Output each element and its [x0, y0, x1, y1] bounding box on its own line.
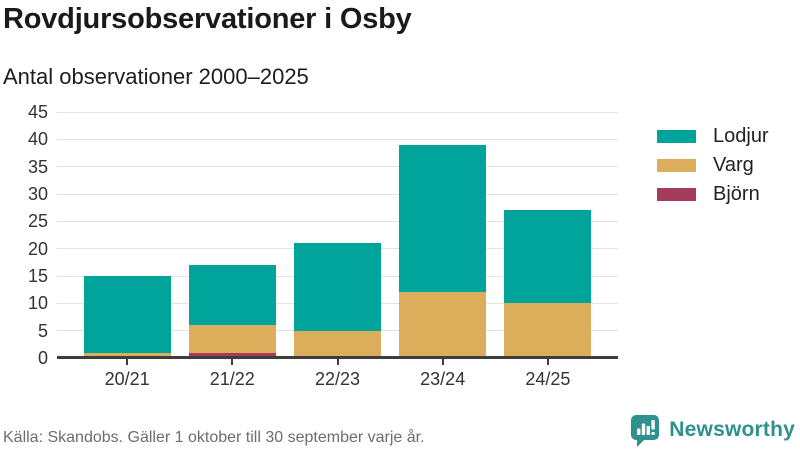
x-axis-line — [57, 356, 618, 359]
legend-swatch-lodjur — [657, 129, 696, 143]
bar-20/21 — [83, 112, 171, 358]
x-tick-label: 24/25 — [525, 369, 571, 389]
x-tick — [546, 359, 549, 365]
gridline-45 — [57, 111, 618, 113]
stacked-bar-chart: 0 5 10 15 20 25 30 35 40 45 20/21 21/22 22/23 23/24 2… — [0, 102, 800, 412]
legend-swatch-björn — [657, 187, 696, 201]
bar-segment-varg-20/21 — [83, 352, 171, 358]
bar-segment-lodjur-24/25 — [504, 210, 592, 304]
bar-21/22 — [188, 112, 276, 358]
y-tick-label: 5 — [37, 320, 48, 341]
y-tick-label: 45 — [27, 102, 48, 122]
legend-swatch-varg — [657, 158, 696, 172]
bar-segment-varg-21/22 — [188, 325, 276, 353]
y-tick-label: 40 — [27, 129, 48, 150]
bar-segment-björn-21/22 — [188, 352, 276, 358]
legend-item-björn: Björn — [657, 184, 769, 204]
gridline-35 — [57, 166, 618, 168]
page-title: Rovdjursobservationer i Osby — [3, 3, 412, 35]
x-tick-label: 22/23 — [314, 369, 360, 389]
y-tick-label: 10 — [27, 293, 48, 314]
bar-segment-varg-22/23 — [294, 330, 381, 358]
bar-24/25 — [504, 112, 592, 358]
bar-22/23 — [294, 112, 381, 358]
y-tick-label: 20 — [27, 238, 48, 259]
legend-item-varg: Varg — [657, 155, 769, 175]
brand-wordmark: Newsworthy — [669, 418, 795, 441]
newsworthy-brand: Newsworthy — [629, 413, 795, 447]
source-note: Källa: Skandobs. Gäller 1 oktober till 3… — [3, 429, 425, 446]
x-tick — [336, 359, 339, 365]
chart-subtitle: Antal observationer 2000–2025 — [3, 64, 309, 89]
y-tick-label: 25 — [27, 211, 48, 232]
x-tick-label: 21/22 — [209, 369, 255, 389]
bar-segment-lodjur-20/21 — [83, 276, 171, 353]
bar-segment-lodjur-22/23 — [294, 243, 381, 331]
bar-segment-varg-23/24 — [399, 292, 487, 358]
y-tick-label: 15 — [27, 266, 48, 286]
y-tick-label: 35 — [27, 156, 48, 177]
x-tick — [231, 359, 234, 365]
bar-segment-varg-24/25 — [504, 303, 592, 358]
legend-label: Björn — [713, 183, 760, 205]
gridline-25 — [57, 220, 618, 222]
bar-segment-lodjur-23/24 — [399, 144, 487, 293]
legend-label: Varg — [713, 154, 754, 176]
x-tick-label: 20/21 — [104, 369, 150, 389]
bar-23/24 — [399, 112, 487, 358]
gridline-30 — [57, 193, 618, 195]
x-tick — [126, 359, 129, 365]
newsworthy-logo-icon — [629, 413, 661, 447]
gridline-40 — [57, 138, 618, 140]
bar-segment-lodjur-21/22 — [188, 265, 276, 326]
y-axis-labels: 0 5 10 15 20 25 30 35 40 45 — [0, 102, 48, 368]
legend-item-lodjur: Lodjur — [657, 126, 769, 146]
x-tick-label: 23/24 — [420, 369, 466, 389]
x-tick — [441, 359, 444, 365]
y-tick-label: 0 — [37, 348, 48, 368]
legend-label: Lodjur — [713, 125, 769, 147]
chart-legend: Lodjur Varg Björn — [657, 126, 769, 204]
y-tick-label: 30 — [27, 184, 48, 204]
plot-area: 20/21 21/22 22/23 23/24 24/25 — [57, 111, 618, 389]
